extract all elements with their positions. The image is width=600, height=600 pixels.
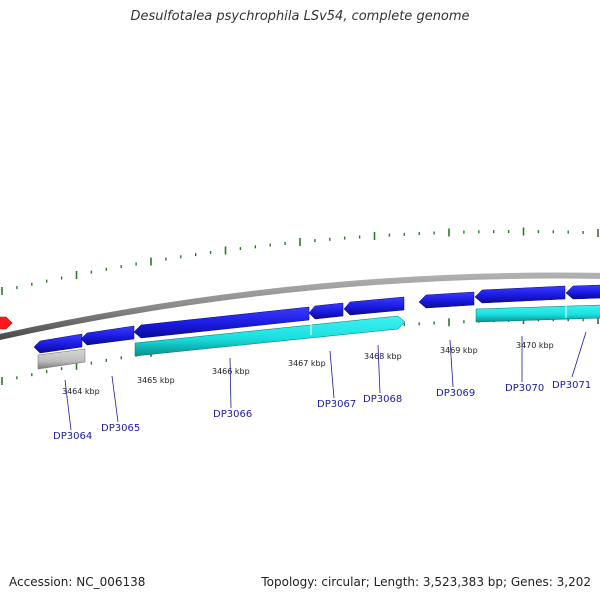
- gene-labels: DP3064 DP3065 DP3066 DP3067 DP3068 DP306…: [53, 380, 591, 442]
- gene-label-dp3069[interactable]: DP3069: [436, 388, 475, 399]
- gene-label-dp3068[interactable]: DP3068: [363, 394, 402, 405]
- forward-strand-genes: [33, 284, 600, 354]
- kbp-tick-labels: 3464 kbp 3465 kbp 3466 kbp 3467 kbp 3468…: [62, 341, 554, 396]
- gene-feature-dp3069[interactable]: [418, 291, 475, 309]
- gene-label-dp3071[interactable]: DP3071: [552, 380, 591, 391]
- gene-label-dp3064[interactable]: DP3064: [53, 431, 92, 442]
- gene-feature-cyan-1[interactable]: [134, 315, 406, 357]
- gene-feature-dp3070[interactable]: [474, 285, 566, 304]
- gene-feature-dp3068[interactable]: [343, 296, 405, 316]
- tick-label-3469: 3469 kbp: [440, 346, 478, 355]
- tick-label-3470: 3470 kbp: [516, 341, 554, 350]
- tick-label-3468: 3468 kbp: [364, 352, 402, 361]
- map-title: Desulfotalea psychrophila LSv54, complet…: [130, 9, 470, 24]
- gene-label-dp3067[interactable]: DP3067: [317, 399, 356, 410]
- tick-label-3466: 3466 kbp: [212, 367, 250, 376]
- gene-feature-dp3071[interactable]: [565, 284, 600, 300]
- gene-label-dp3070[interactable]: DP3070: [505, 383, 544, 394]
- tick-label-3467: 3467 kbp: [288, 359, 326, 368]
- gene-feature-other[interactable]: [37, 348, 86, 370]
- reverse-strand-genes: [134, 304, 600, 357]
- gene-feature-dp3064[interactable]: [33, 333, 83, 354]
- gene-feature-cyan-2[interactable]: [475, 304, 600, 323]
- tick-label-3464: 3464 kbp: [62, 387, 100, 396]
- gene-label-leaders: [64, 331, 587, 431]
- gene-label-dp3066[interactable]: DP3066: [213, 409, 252, 420]
- tick-label-3465: 3465 kbp: [137, 376, 175, 385]
- gene-feature-dp3066[interactable]: [133, 306, 310, 339]
- gene-feature-dp3065[interactable]: [80, 325, 135, 346]
- gene-label-dp3065[interactable]: DP3065: [101, 423, 140, 434]
- gene-feature-highlight[interactable]: [0, 316, 13, 330]
- genome-summary-text: Topology: circular; Length: 3,523,383 bp…: [261, 575, 591, 589]
- gene-feature-dp3067[interactable]: [308, 302, 344, 320]
- outer-tick-ring: [1, 227, 599, 295]
- accession-text: Accession: NC_006138: [9, 575, 146, 589]
- genome-backbone: [0, 272, 600, 340]
